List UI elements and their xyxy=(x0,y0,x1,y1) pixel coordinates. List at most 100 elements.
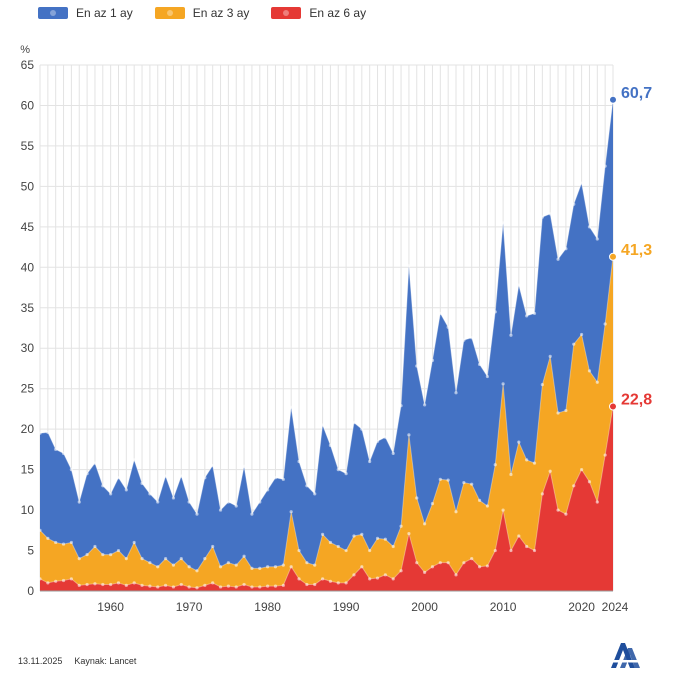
data-point xyxy=(124,488,128,492)
data-point xyxy=(336,581,340,585)
data-point xyxy=(603,164,607,168)
data-point xyxy=(540,383,544,387)
data-point xyxy=(171,496,176,500)
area-series-1 xyxy=(40,99,613,591)
data-point xyxy=(163,583,168,587)
data-point xyxy=(218,565,223,569)
data-point xyxy=(462,338,466,342)
data-point xyxy=(211,581,215,585)
data-point xyxy=(156,565,160,569)
data-point xyxy=(477,565,482,569)
data-point xyxy=(360,427,364,431)
data-point xyxy=(203,583,207,587)
data-point xyxy=(587,225,592,229)
data-point xyxy=(187,565,191,569)
legend-item-6-ay[interactable]: En az 6 ay xyxy=(271,6,366,20)
data-point xyxy=(407,531,411,536)
data-point xyxy=(218,585,223,589)
data-point xyxy=(532,311,537,316)
data-point xyxy=(399,569,403,573)
data-point xyxy=(266,584,270,588)
legend-item-3-ay[interactable]: En az 3 ay xyxy=(154,6,250,20)
series-line-1 xyxy=(39,99,614,516)
data-point xyxy=(556,508,560,512)
y-tick-label: 50 xyxy=(21,179,35,193)
data-point xyxy=(140,481,144,485)
legend-label-3-ay: En az 3 ay xyxy=(192,6,250,20)
data-point xyxy=(548,354,552,358)
data-point xyxy=(250,566,254,570)
data-point xyxy=(250,512,254,516)
data-point xyxy=(234,563,238,567)
legend-swatch-1-ay xyxy=(38,7,68,19)
data-point xyxy=(258,500,262,504)
data-point xyxy=(493,310,497,314)
data-point xyxy=(305,484,309,488)
data-point xyxy=(85,582,89,587)
data-point xyxy=(446,561,450,565)
data-point xyxy=(297,548,301,553)
data-point xyxy=(140,583,144,587)
y-axis-label: % xyxy=(20,44,30,56)
data-point xyxy=(61,451,66,456)
data-point xyxy=(305,561,309,565)
data-point xyxy=(509,333,513,337)
x-tick-label: 1990 xyxy=(333,600,360,614)
data-point xyxy=(179,582,183,587)
data-point xyxy=(407,264,411,268)
data-point xyxy=(148,492,152,496)
y-tick-label: 65 xyxy=(21,58,35,72)
data-point xyxy=(454,510,458,514)
data-point xyxy=(391,544,395,549)
data-point xyxy=(423,522,427,526)
data-point xyxy=(226,584,230,588)
data-point xyxy=(477,498,482,502)
data-point xyxy=(320,532,325,536)
data-point xyxy=(46,536,50,541)
data-point xyxy=(328,579,333,583)
data-point xyxy=(415,561,419,565)
data-point xyxy=(446,478,450,482)
data-point xyxy=(368,459,372,464)
data-point xyxy=(187,500,191,504)
data-point xyxy=(587,480,592,484)
data-point xyxy=(258,585,262,589)
data-point xyxy=(85,552,89,557)
data-point xyxy=(273,565,278,569)
data-point xyxy=(179,557,183,561)
data-point xyxy=(38,528,42,532)
data-point xyxy=(532,461,537,465)
data-point xyxy=(281,583,285,587)
legend: En az 1 ay En az 3 ay En az 6 ay xyxy=(38,6,366,20)
data-point xyxy=(430,502,435,506)
footer-date: 13.11.2025 xyxy=(18,656,63,666)
data-point xyxy=(116,476,121,480)
data-point xyxy=(423,403,427,407)
data-point xyxy=(140,557,144,561)
data-point xyxy=(525,314,529,318)
data-point xyxy=(509,472,513,477)
x-tick-label: 2010 xyxy=(490,600,517,614)
legend-swatch-6-ay xyxy=(271,7,302,19)
data-point xyxy=(93,461,97,465)
data-point xyxy=(572,342,576,346)
data-point xyxy=(124,583,128,587)
legend-label-1-ay: En az 1 ay xyxy=(76,6,133,20)
data-point xyxy=(195,512,199,516)
data-point xyxy=(234,504,238,508)
data-point xyxy=(572,202,576,206)
data-point xyxy=(195,586,199,590)
data-point xyxy=(375,576,380,580)
data-point xyxy=(383,435,387,439)
data-point xyxy=(148,561,152,565)
data-point xyxy=(336,544,340,549)
data-point xyxy=(564,408,568,413)
data-point xyxy=(525,458,529,462)
data-point xyxy=(93,582,97,586)
y-tick-label: 40 xyxy=(21,260,35,274)
legend-item-1-ay[interactable]: En az 1 ay xyxy=(38,6,133,20)
data-point xyxy=(517,283,521,287)
data-point xyxy=(101,484,105,488)
data-point xyxy=(501,508,505,512)
data-point xyxy=(54,579,58,583)
